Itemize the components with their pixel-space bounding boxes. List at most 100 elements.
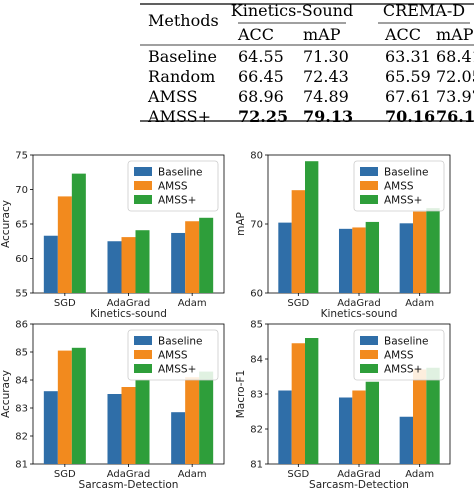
- bar-amss-plus-sgd: [305, 338, 319, 464]
- table-row-method: Random: [148, 67, 215, 86]
- legend-label: Baseline: [158, 336, 203, 348]
- legend-swatch: [134, 350, 152, 359]
- bar-amss-plus-sgd: [71, 347, 86, 464]
- legend-swatch: [360, 350, 378, 359]
- table-cell: 68.96: [238, 87, 284, 106]
- table-cell: 65.59: [385, 67, 431, 86]
- legend-label: AMSS+: [384, 364, 422, 376]
- table-cell: 71.30: [303, 47, 349, 66]
- y-tick-label: 86: [15, 320, 28, 331]
- bar-baseline-adam: [171, 412, 186, 464]
- bar-baseline-adagrad: [107, 241, 122, 293]
- table-cell: 73.97: [436, 87, 474, 106]
- bar-baseline-adam: [399, 223, 413, 293]
- bar-amss-plus-adam: [426, 208, 440, 293]
- chart-panel-1: 55 60 65 70 75 Accuracy SGD AdaGrad Adam Kinetics…: [0, 151, 225, 320]
- bar-amss-plus-adagrad: [365, 221, 380, 293]
- legend-label: AMSS+: [158, 364, 196, 376]
- table-metric-header: mAP: [436, 25, 474, 44]
- x-axis-label: Kinetics-sound: [321, 308, 398, 320]
- x-tick-label: SGD: [54, 298, 76, 309]
- table-cell: 68.41: [436, 47, 474, 66]
- legend: Baseline AMSS AMSS+: [353, 329, 445, 381]
- bar-amss-adagrad: [121, 237, 136, 293]
- x-axis-label: Sarcasm-Detection: [79, 479, 179, 491]
- y-tick-label: 60: [250, 289, 263, 300]
- y-tick-label: 84: [15, 376, 28, 387]
- legend-label: AMSS: [158, 350, 188, 362]
- bar-amss-plus-sgd: [71, 173, 86, 293]
- y-axis-label: mAP: [235, 212, 247, 236]
- legend-swatch: [360, 181, 378, 190]
- y-tick-label: 82: [15, 432, 28, 443]
- table-group-header: CREMA-D: [383, 1, 465, 20]
- table-cell: 72.43: [303, 67, 349, 86]
- legend-label: AMSS: [158, 181, 188, 193]
- x-tick-label: SGD: [54, 469, 76, 480]
- y-tick-label: 70: [15, 185, 28, 196]
- legend-swatch: [134, 195, 152, 204]
- bar-baseline-sgd: [278, 222, 292, 293]
- bar-amss-plus-adagrad: [365, 381, 380, 464]
- table-group-header: Kinetics-Sound: [231, 1, 353, 20]
- legend-swatch: [360, 336, 378, 345]
- y-axis-label: Accuracy: [0, 370, 12, 418]
- legend-swatch: [134, 364, 152, 373]
- legend: Baseline AMSS AMSS+: [353, 160, 445, 212]
- legend: Baseline AMSS AMSS+: [127, 329, 219, 381]
- y-tick-label: 82: [250, 425, 263, 436]
- x-tick-label: AdaGrad: [107, 469, 150, 480]
- y-tick-label: 65: [15, 220, 28, 231]
- y-axis-label: Accuracy: [0, 200, 12, 248]
- table-methods-header: Methods: [148, 11, 219, 30]
- x-tick-label: SGD: [287, 469, 309, 480]
- bar-amss-adagrad: [352, 390, 366, 464]
- x-axis-label: Kinetics-sound: [90, 308, 167, 320]
- table-cell: 76.14: [436, 107, 474, 122]
- x-tick-label: AdaGrad: [337, 469, 380, 480]
- bar-amss-plus-adam: [199, 371, 214, 464]
- bar-baseline-adagrad: [338, 397, 353, 464]
- y-tick-label: 83: [15, 404, 28, 415]
- legend-label: AMSS+: [384, 195, 422, 207]
- bar-amss-plus-adam: [426, 367, 440, 464]
- bar-amss-adam: [185, 221, 200, 293]
- y-tick-label: 81: [15, 460, 28, 471]
- bar-amss-sgd: [291, 343, 306, 464]
- bar-amss-sgd: [57, 350, 72, 464]
- y-tick-label: 75: [15, 151, 28, 162]
- chart-panel-4: 81 82 83 84 85 Macro-F1 SGD AdaGrad AdamSarcasm-…: [235, 320, 451, 491]
- legend-swatch: [134, 181, 152, 190]
- x-tick-label: Adam: [178, 469, 207, 480]
- bar-amss-adagrad: [121, 387, 136, 464]
- chart-panel-2: 60 70 80 mAP SGD AdaGrad Adam Kinetics-sound Bas…: [235, 151, 451, 320]
- table-row-method: Baseline: [148, 47, 217, 66]
- y-tick-label: 84: [250, 355, 263, 366]
- table-metric-header: ACC: [384, 25, 421, 44]
- table-cell: 74.89: [303, 87, 349, 106]
- legend-label: AMSS: [384, 181, 414, 193]
- bar-amss-sgd: [57, 196, 72, 293]
- y-tick-label: 70: [250, 220, 263, 231]
- y-tick-label: 80: [250, 151, 263, 162]
- legend-swatch: [360, 167, 378, 176]
- legend-swatch: [360, 364, 378, 373]
- legend-swatch: [360, 195, 378, 204]
- legend-label: Baseline: [158, 167, 203, 179]
- bar-baseline-sgd: [43, 391, 58, 464]
- table-cell: 64.55: [238, 47, 284, 66]
- table-metric-header: mAP: [303, 25, 341, 44]
- x-tick-label: AdaGrad: [337, 298, 380, 309]
- y-tick-label: 85: [250, 320, 263, 331]
- table-cell: 72.25: [238, 107, 288, 122]
- legend-label: Baseline: [384, 167, 429, 179]
- bar-amss-plus-adagrad: [135, 380, 150, 464]
- table-cell: 66.45: [238, 67, 284, 86]
- y-tick-label: 85: [15, 348, 28, 359]
- legend-swatch: [134, 336, 152, 345]
- bar-baseline-adagrad: [107, 394, 122, 464]
- table-cell: 63.31: [385, 47, 431, 66]
- x-tick-label: AdaGrad: [107, 298, 150, 309]
- table-metric-header: ACC: [237, 25, 274, 44]
- legend-swatch: [134, 167, 152, 176]
